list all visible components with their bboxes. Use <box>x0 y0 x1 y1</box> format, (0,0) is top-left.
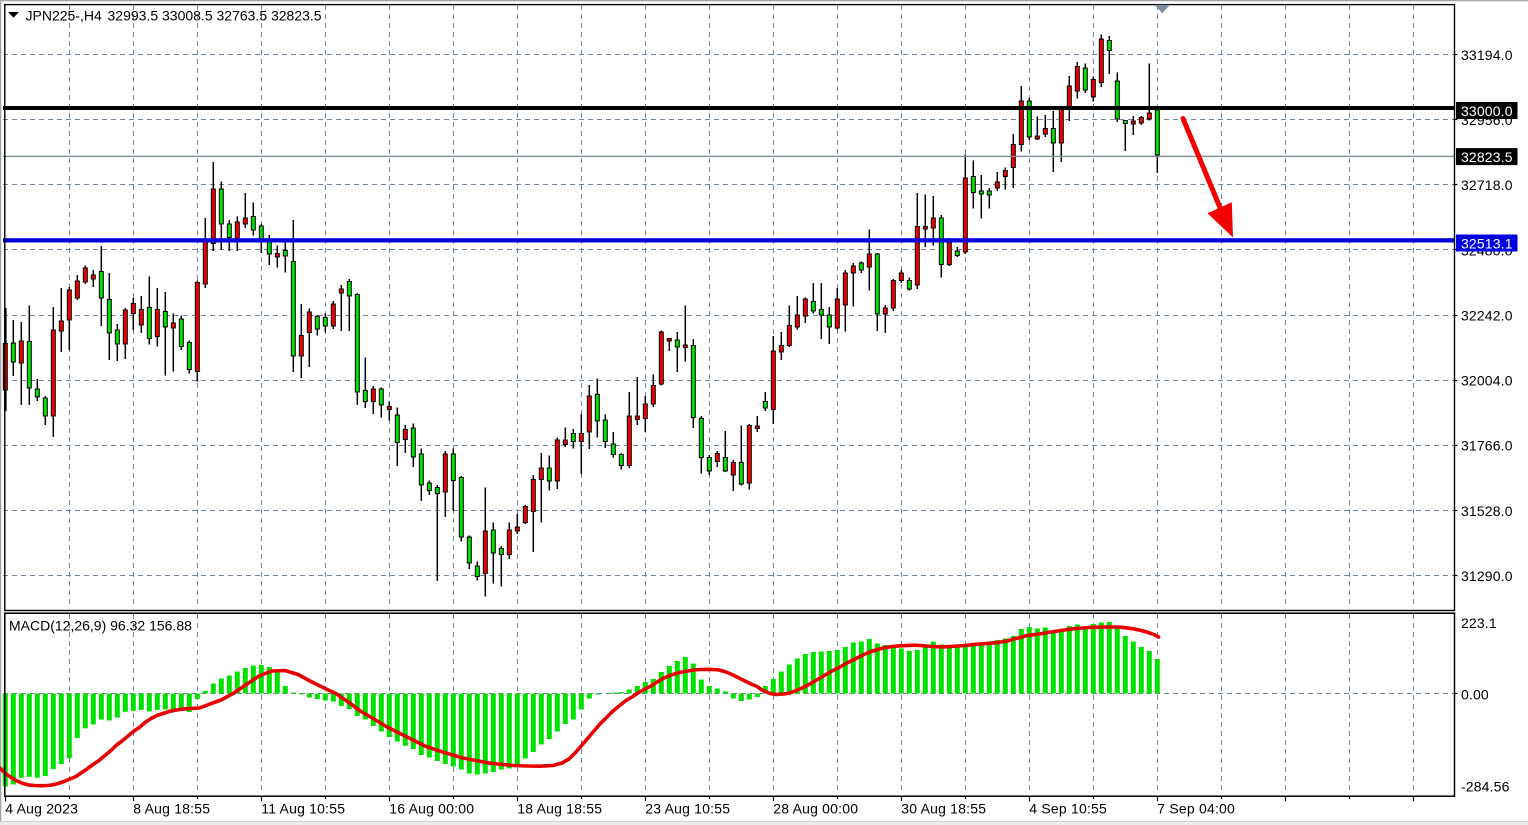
svg-text:32718.0: 32718.0 <box>1461 177 1513 193</box>
svg-text:33000.0: 33000.0 <box>1461 103 1513 119</box>
svg-text:31766.0: 31766.0 <box>1461 438 1513 454</box>
svg-text:7 Sep 04:00: 7 Sep 04:00 <box>1157 801 1235 817</box>
svg-text:30 Aug 18:55: 30 Aug 18:55 <box>901 801 986 817</box>
svg-text:32993.5 33008.5 32763.5 32823.: 32993.5 33008.5 32763.5 32823.5 <box>108 8 322 24</box>
svg-text:0.00: 0.00 <box>1461 686 1489 702</box>
svg-text:31528.0: 31528.0 <box>1461 503 1513 519</box>
svg-text:-284.56: -284.56 <box>1461 779 1510 795</box>
svg-text:JPN225-,H4: JPN225-,H4 <box>26 8 102 24</box>
svg-text:32823.5: 32823.5 <box>1461 149 1513 165</box>
svg-text:4 Aug 2023: 4 Aug 2023 <box>5 801 78 817</box>
svg-text:MACD(12,26,9) 96.32 156.88: MACD(12,26,9) 96.32 156.88 <box>9 617 192 633</box>
svg-text:33194.0: 33194.0 <box>1461 47 1513 63</box>
svg-text:23 Aug 10:55: 23 Aug 10:55 <box>645 801 730 817</box>
svg-text:16 Aug 00:00: 16 Aug 00:00 <box>389 801 474 817</box>
svg-text:4 Sep 10:55: 4 Sep 10:55 <box>1029 801 1107 817</box>
svg-text:32004.0: 32004.0 <box>1461 373 1513 389</box>
svg-text:32513.1: 32513.1 <box>1461 235 1513 251</box>
svg-text:11 Aug 10:55: 11 Aug 10:55 <box>261 801 345 817</box>
svg-text:223.1: 223.1 <box>1461 615 1497 631</box>
svg-text:18 Aug 18:55: 18 Aug 18:55 <box>517 801 602 817</box>
svg-text:32242.0: 32242.0 <box>1461 307 1513 323</box>
svg-text:8 Aug 18:55: 8 Aug 18:55 <box>133 801 210 817</box>
svg-text:31290.0: 31290.0 <box>1461 568 1513 584</box>
svg-text:28 Aug 00:00: 28 Aug 00:00 <box>773 801 858 817</box>
